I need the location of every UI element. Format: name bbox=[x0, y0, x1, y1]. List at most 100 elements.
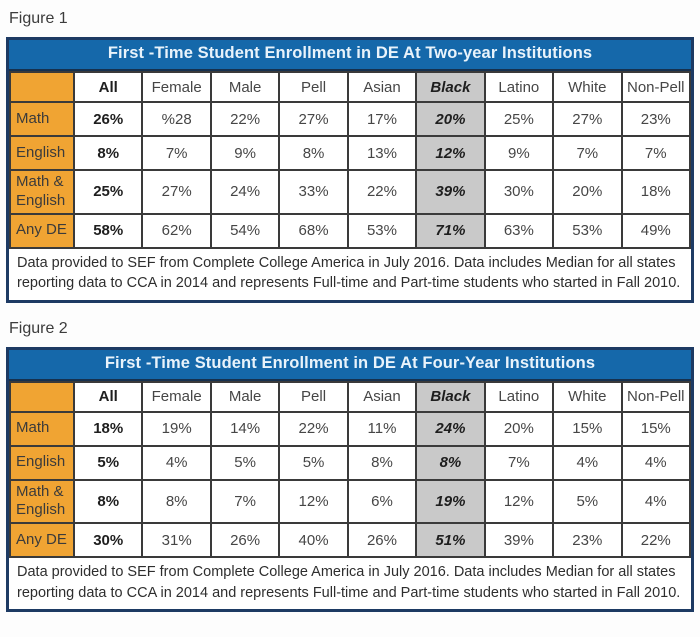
row-label: English bbox=[9, 444, 75, 481]
corner-cell bbox=[9, 380, 75, 413]
row-label: Math bbox=[9, 101, 75, 137]
column-header: Female bbox=[141, 380, 212, 413]
table-cell: 23% bbox=[620, 101, 691, 137]
column-header: Asian bbox=[346, 71, 418, 103]
table-cell: 22% bbox=[620, 522, 691, 559]
column-header: Black bbox=[415, 71, 486, 103]
column-header: White bbox=[552, 71, 623, 103]
table-cell: 14% bbox=[209, 410, 281, 447]
table-row: Math 26% %28 22% 27% 17% 20% 25% 27% 23% bbox=[9, 101, 691, 137]
table-cell: 40% bbox=[278, 522, 349, 559]
table-cell: 19% bbox=[141, 410, 212, 447]
table-cell: 5% bbox=[552, 478, 623, 525]
table-row: Math & English 8% 8% 7% 12% 6% 19% 12% 5% 4% bbox=[9, 478, 691, 525]
table-cell: 20% bbox=[552, 169, 623, 215]
table-row: Math & English 25% 27% 24% 33% 22% 39% 30% 20% 18… bbox=[9, 169, 691, 215]
header-row: All Female Male Pell Asian Black Latino White No… bbox=[9, 71, 691, 103]
table-cell: 22% bbox=[346, 169, 418, 215]
table-row: English 5% 4% 5% 5% 8% 8% 7% 4% 4% bbox=[9, 444, 691, 481]
column-header: Female bbox=[141, 71, 212, 103]
row-label: Any DE bbox=[9, 522, 75, 559]
table-cell: 22% bbox=[278, 410, 349, 447]
table-cell: 26% bbox=[346, 522, 418, 559]
two-year-table-container: First -Time Student Enrollment in DE At … bbox=[6, 37, 694, 303]
table-cell: 18% bbox=[620, 169, 691, 215]
column-header: Male bbox=[209, 71, 281, 103]
table-cell: 27% bbox=[552, 101, 623, 137]
table-cell: 7% bbox=[141, 135, 212, 171]
table-cell: 23% bbox=[552, 522, 623, 559]
column-header: Male bbox=[209, 380, 281, 413]
table-row: Math 18% 19% 14% 22% 11% 24% 20% 15% 15% bbox=[9, 410, 691, 447]
figure-2-section: Figure 2 First -Time Student Enrollment … bbox=[0, 320, 700, 613]
column-header: Black bbox=[415, 380, 486, 413]
table-cell: 58% bbox=[72, 212, 144, 249]
table-cell: 19% bbox=[415, 478, 486, 525]
table-cell: 62% bbox=[141, 212, 212, 249]
corner-cell bbox=[9, 71, 75, 103]
table-cell: 8% bbox=[72, 478, 144, 525]
figure-1-section: Figure 1 First -Time Student Enrollment … bbox=[0, 10, 700, 303]
table-cell: %28 bbox=[141, 101, 212, 137]
four-year-enrollment-table: All Female Male Pell Asian Black Latino White No… bbox=[9, 380, 691, 559]
table-cell: 4% bbox=[620, 444, 691, 481]
column-header: Non-Pell bbox=[620, 380, 691, 413]
header-row: All Female Male Pell Asian Black Latino White No… bbox=[9, 380, 691, 413]
four-year-table-container: First -Time Student Enrollment in DE At … bbox=[6, 346, 694, 613]
table-cell: 25% bbox=[483, 101, 555, 137]
column-header: Latino bbox=[483, 380, 555, 413]
table-cell: 53% bbox=[552, 212, 623, 249]
table-cell: 24% bbox=[209, 169, 281, 215]
table-cell: 11% bbox=[346, 410, 418, 447]
table-cell: 4% bbox=[620, 478, 691, 525]
column-header: Asian bbox=[346, 380, 418, 413]
table-cell: 39% bbox=[415, 169, 486, 215]
table-cell: 5% bbox=[209, 444, 281, 481]
table-cell: 53% bbox=[346, 212, 418, 249]
table-cell: 4% bbox=[552, 444, 623, 481]
column-header: All bbox=[72, 380, 144, 413]
table-cell: 12% bbox=[483, 478, 555, 525]
table-cell: 7% bbox=[209, 478, 281, 525]
table-cell: 68% bbox=[278, 212, 349, 249]
table-cell: 22% bbox=[209, 101, 281, 137]
row-label: English bbox=[9, 135, 75, 171]
table-row: Any DE 30% 31% 26% 40% 26% 51% 39% 23% 22% bbox=[9, 522, 691, 559]
table-cell: 63% bbox=[483, 212, 555, 249]
table-cell: 8% bbox=[415, 444, 486, 481]
table-cell: 12% bbox=[415, 135, 486, 171]
table-cell: 7% bbox=[483, 444, 555, 481]
table-cell: 27% bbox=[278, 101, 349, 137]
two-year-enrollment-table: All Female Male Pell Asian Black Latino White No… bbox=[9, 71, 691, 249]
table-cell: 15% bbox=[620, 410, 691, 447]
table-cell: 54% bbox=[209, 212, 281, 249]
two-year-table-title: First -Time Student Enrollment in DE At … bbox=[9, 40, 691, 71]
table-cell: 49% bbox=[620, 212, 691, 249]
table-cell: 30% bbox=[72, 522, 144, 559]
column-header: Pell bbox=[278, 71, 349, 103]
table-cell: 5% bbox=[278, 444, 349, 481]
two-year-table-note: Data provided to SEF from Complete Colle… bbox=[9, 248, 691, 300]
table-cell: 31% bbox=[141, 522, 212, 559]
table-cell: 5% bbox=[72, 444, 144, 481]
figure-2-label: Figure 2 bbox=[9, 319, 68, 337]
table-cell: 8% bbox=[141, 478, 212, 525]
table-cell: 51% bbox=[415, 522, 486, 559]
table-cell: 26% bbox=[209, 522, 281, 559]
row-label: Math & English bbox=[9, 478, 75, 525]
table-row: English 8% 7% 9% 8% 13% 12% 9% 7% 7% bbox=[9, 135, 691, 171]
table-cell: 24% bbox=[415, 410, 486, 447]
table-cell: 8% bbox=[278, 135, 349, 171]
table-cell: 17% bbox=[346, 101, 418, 137]
table-cell: 7% bbox=[552, 135, 623, 171]
table-cell: 4% bbox=[141, 444, 212, 481]
column-header: White bbox=[552, 380, 623, 413]
table-cell: 27% bbox=[141, 169, 212, 215]
four-year-table-note: Data provided to SEF from Complete Colle… bbox=[9, 558, 691, 610]
row-label: Math bbox=[9, 410, 75, 447]
table-cell: 15% bbox=[552, 410, 623, 447]
column-header: Pell bbox=[278, 380, 349, 413]
four-year-table-title: First -Time Student Enrollment in DE At … bbox=[9, 349, 691, 381]
table-cell: 30% bbox=[483, 169, 555, 215]
table-cell: 39% bbox=[483, 522, 555, 559]
